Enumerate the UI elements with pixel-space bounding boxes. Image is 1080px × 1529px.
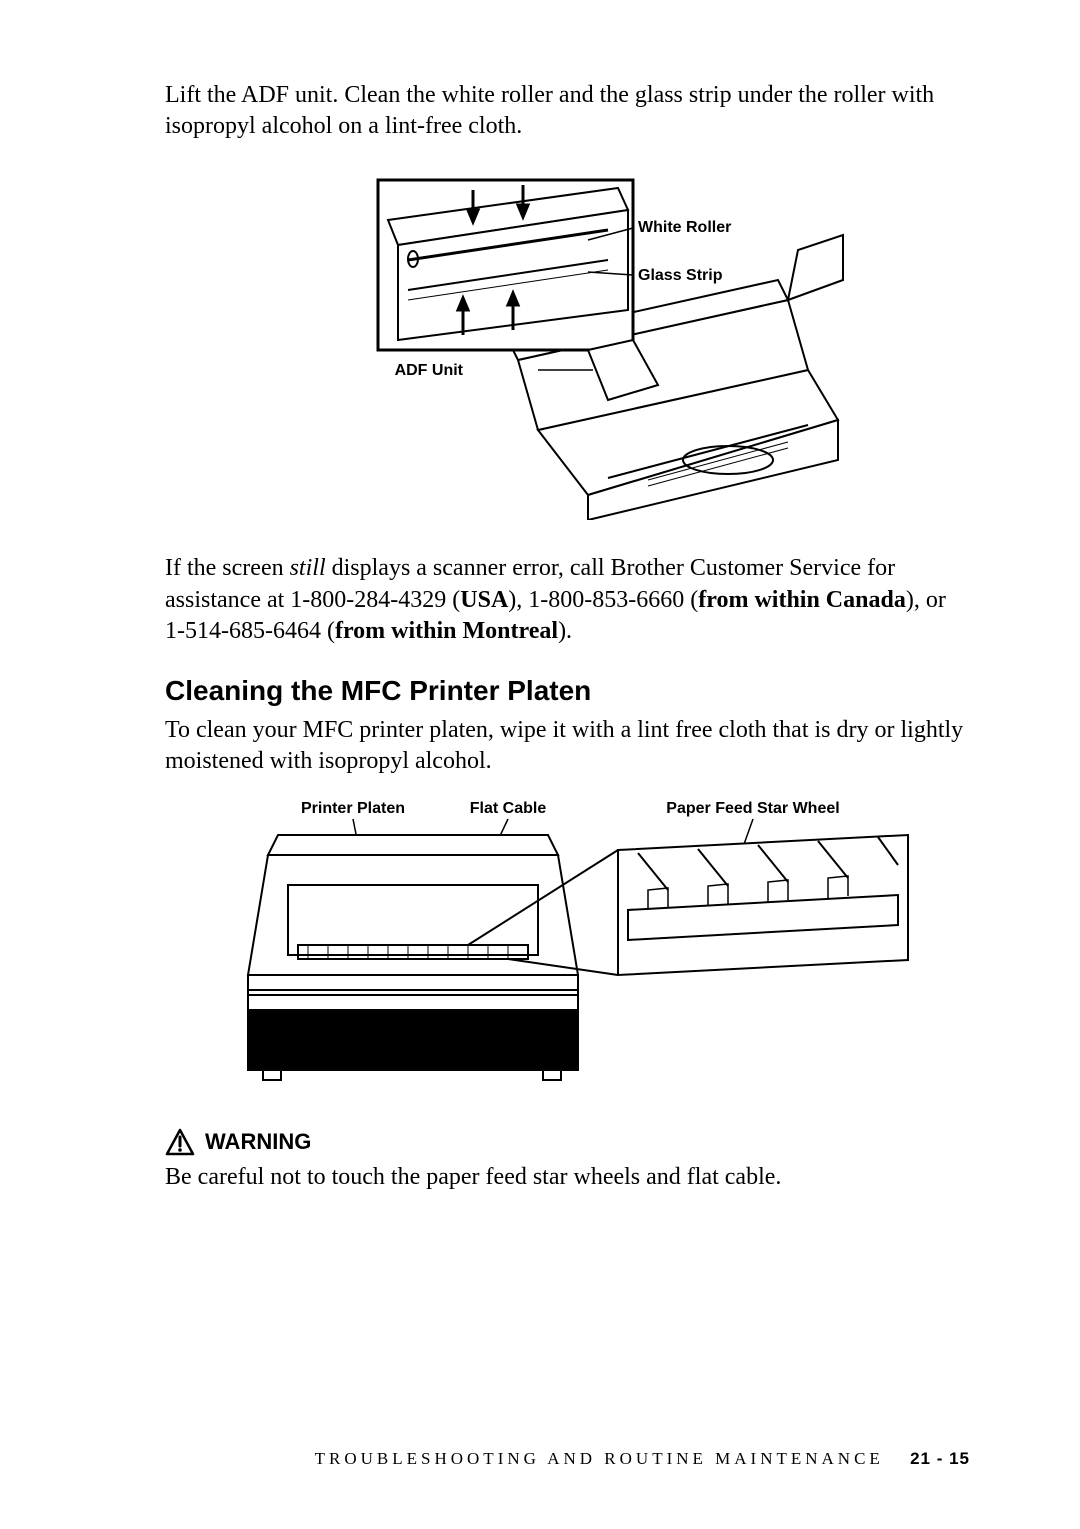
warning-label: WARNING [205, 1129, 311, 1155]
warning-text: Be careful not to touch the paper feed s… [165, 1162, 970, 1193]
error-canada: from within Canada [698, 587, 906, 613]
figure-adf: White Roller Glass Strip ADF Unit [165, 160, 970, 525]
warning-row: WARNING [165, 1128, 970, 1156]
error-pre: If the screen [165, 555, 290, 581]
error-end: ). [558, 618, 572, 644]
error-mid2: ), 1-800-853-6660 ( [508, 587, 698, 613]
label-adf-unit: ADF Unit [394, 362, 463, 379]
label-glass-strip: Glass Strip [638, 267, 723, 284]
warning-icon [165, 1128, 195, 1156]
page: Lift the ADF unit. Clean the white rolle… [0, 0, 1080, 1529]
platen-paragraph: To clean your MFC printer platen, wipe i… [165, 715, 970, 777]
section-heading: Cleaning the MFC Printer Platen [165, 675, 970, 707]
label-flat-cable: Flat Cable [469, 800, 546, 817]
label-star-wheel: Paper Feed Star Wheel [666, 800, 839, 817]
figure-platen: Printer Platen Flat Cable Paper Feed Sta… [165, 795, 970, 1100]
footer-chapter: TROUBLESHOOTING AND ROUTINE MAINTENANCE [315, 1449, 884, 1468]
error-montreal: from within Montreal [335, 618, 558, 644]
platen-diagram-svg: Printer Platen Flat Cable Paper Feed Sta… [208, 795, 928, 1095]
footer-page: 21 - 15 [910, 1449, 970, 1468]
error-usa: USA [460, 587, 508, 613]
footer: TROUBLESHOOTING AND ROUTINE MAINTENANCE … [165, 1449, 970, 1469]
label-white-roller: White Roller [638, 219, 731, 236]
error-paragraph: If the screen still displays a scanner e… [165, 553, 970, 647]
intro-paragraph: Lift the ADF unit. Clean the white rolle… [165, 80, 970, 142]
error-still: still [290, 555, 326, 581]
adf-diagram-svg: White Roller Glass Strip ADF Unit [288, 160, 848, 520]
label-printer-platen: Printer Platen [300, 800, 404, 817]
